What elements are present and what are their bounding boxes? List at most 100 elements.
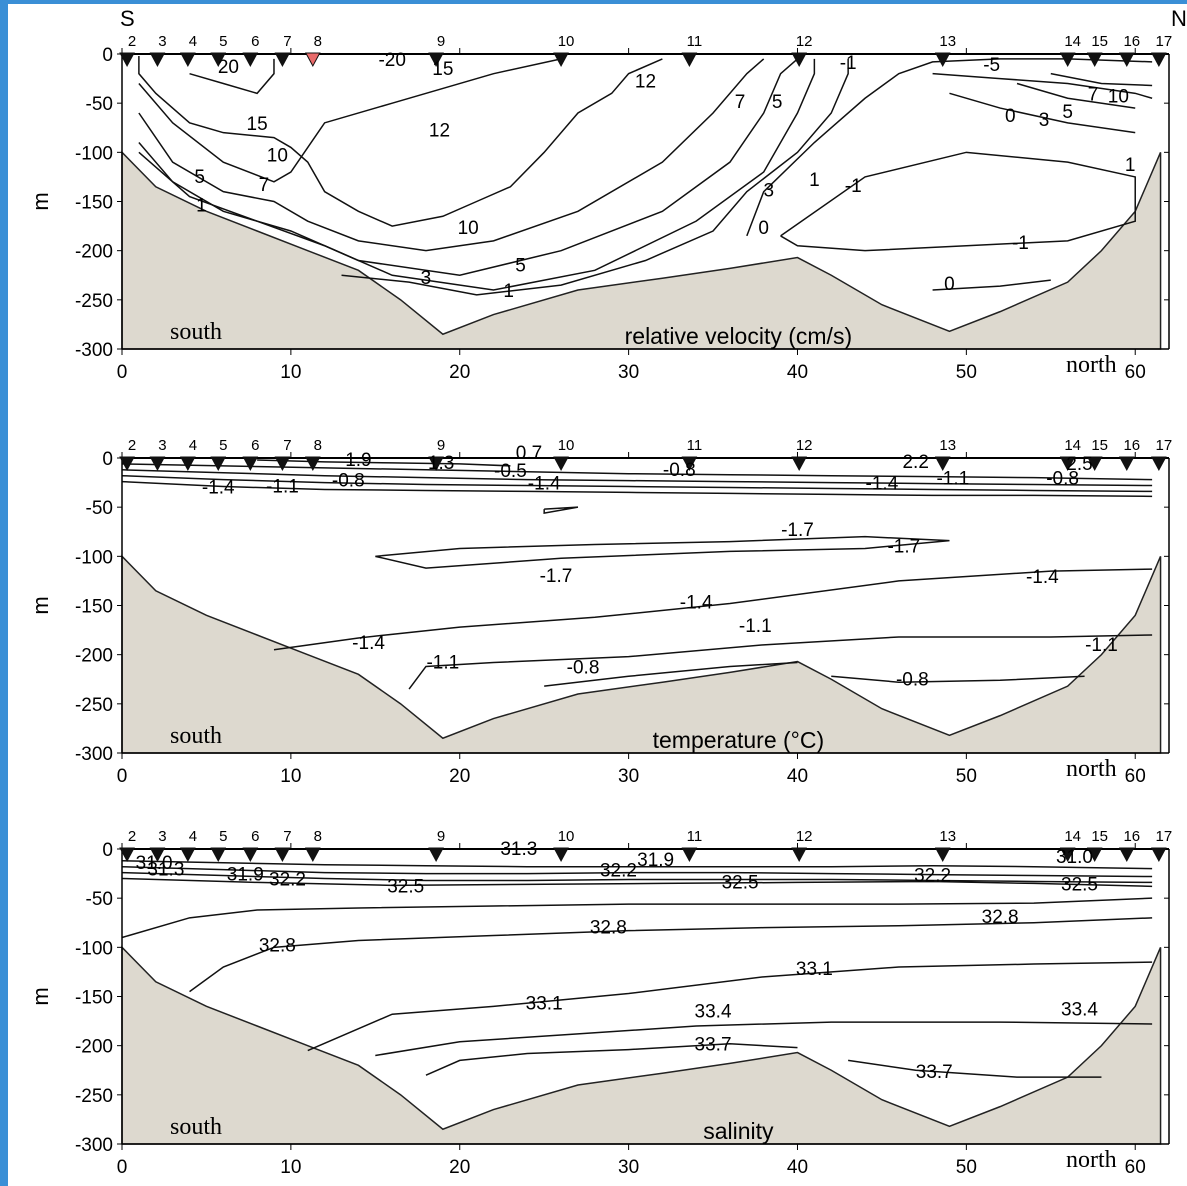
temperature-station-label: 3	[158, 437, 166, 454]
salinity-contour-label: 31.0	[1056, 847, 1093, 868]
velocity-contour-label: 0	[758, 218, 769, 239]
velocity-station-marker	[553, 52, 569, 68]
salinity-y-tick-label: -200	[75, 1037, 113, 1058]
velocity-station-label: 8	[314, 33, 322, 50]
temperature-north-label: north	[1066, 756, 1117, 782]
temperature-contour-line	[831, 675, 1085, 683]
temperature-contour-line	[375, 535, 950, 569]
velocity-contour-label: 10	[267, 145, 288, 166]
salinity-contour-label: 33.7	[695, 1035, 732, 1056]
temperature-station-marker	[119, 456, 135, 472]
temperature-station-label: 13	[939, 437, 956, 454]
south-compass-label: S	[120, 6, 135, 31]
velocity-contour-label: 1	[196, 195, 207, 216]
salinity-y-tick-label: -300	[75, 1135, 113, 1156]
salinity-title: salinity	[703, 1118, 774, 1144]
salinity-contour-line	[121, 877, 1153, 888]
velocity-contour-label: 10	[458, 218, 479, 239]
velocity-title: relative velocity (cm/s)	[625, 323, 852, 349]
salinity-contour-label: 33.4	[695, 1001, 732, 1022]
velocity-y-tick-label: -150	[75, 193, 113, 214]
temperature-station-marker	[210, 456, 227, 472]
temperature-station-marker	[1086, 456, 1103, 472]
temperature-station-label: 17	[1156, 437, 1173, 454]
velocity-station-marker	[791, 52, 808, 68]
temperature-contour-label: -1.7	[540, 566, 573, 587]
temperature-y-tick-label: -50	[86, 498, 113, 519]
velocity-contour-line	[932, 279, 1051, 291]
velocity-station-label: 7	[283, 33, 291, 50]
salinity-contour-label: 33.1	[526, 993, 563, 1014]
velocity-contour-line	[341, 58, 849, 296]
velocity-contour-label: 0	[1005, 106, 1016, 127]
salinity-y-tick-label: 0	[102, 840, 113, 861]
temperature-contour-label: -1.4	[528, 474, 561, 495]
temperature-station-label: 8	[314, 437, 322, 454]
velocity-contour-label: 20	[218, 57, 239, 78]
temperature-y-axis-label: m	[28, 596, 53, 614]
velocity-seafloor	[121, 150, 1162, 350]
velocity-contour-line	[1050, 72, 1153, 87]
salinity-contour-label: 32.5	[387, 876, 424, 897]
salinity-contour-label: 33.4	[1061, 999, 1098, 1020]
velocity-station-label: 15	[1091, 33, 1108, 50]
velocity-contour-label: 1	[1125, 155, 1136, 176]
velocity-x-tick-label: 60	[1125, 362, 1146, 383]
velocity-contour-label: -1	[845, 176, 862, 197]
salinity-y-tick-label: -150	[75, 988, 113, 1009]
temperature-station-label: 15	[1091, 437, 1108, 454]
velocity-station-label: 16	[1123, 33, 1140, 50]
salinity-contour-label: 33.7	[916, 1062, 953, 1083]
velocity-station-label: 10	[558, 33, 575, 50]
salinity-x-tick-label: 20	[449, 1157, 470, 1178]
velocity-station-label: 11	[687, 33, 703, 50]
salinity-station-marker	[681, 847, 698, 863]
salinity-x-tick-label: 10	[280, 1157, 301, 1178]
velocity-contour-label: 10	[1108, 86, 1129, 107]
temperature-x-tick-label: 10	[280, 766, 301, 787]
velocity-contour-label: 7	[1088, 84, 1099, 105]
velocity-x-tick-label: 40	[787, 362, 808, 383]
salinity-contour-label: 32.5	[722, 872, 759, 893]
salinity-seafloor	[121, 945, 1162, 1145]
salinity-contour-label: 31.9	[637, 850, 674, 871]
salinity-contour-line	[121, 897, 1153, 939]
velocity-contour-label: 5	[1062, 102, 1073, 123]
salinity-station-marker	[119, 847, 135, 863]
salinity-contour-line	[189, 917, 1153, 993]
velocity-contour-line	[746, 58, 1153, 237]
temperature-station-label: 12	[796, 437, 813, 454]
velocity-x-tick-label: 50	[956, 362, 977, 383]
velocity-contour-line	[189, 58, 275, 95]
temperature-contour-label: -1.1	[266, 477, 299, 498]
salinity-contour-label: 31.9	[227, 865, 264, 886]
temperature-contour-label: -1.4	[1026, 567, 1059, 588]
temperature-contour-line	[273, 568, 1153, 651]
temperature-x-tick-label: 40	[787, 766, 808, 787]
temperature-contour-label: 1.9	[345, 450, 371, 471]
velocity-station-marker	[1151, 52, 1167, 68]
temperature-station-marker	[791, 456, 808, 472]
salinity-contour-label: 31.0	[136, 853, 173, 874]
temperature-station-marker	[1151, 456, 1167, 472]
salinity-contour-label: 32.5	[1061, 874, 1098, 895]
velocity-y-tick-label: -50	[86, 94, 113, 115]
salinity-station-label: 12	[796, 828, 813, 845]
velocity-contour-label: 3	[421, 268, 432, 289]
velocity-station-marker	[1086, 52, 1103, 68]
salinity-station-label: 5	[219, 828, 227, 845]
velocity-station-marker	[119, 52, 135, 68]
velocity-contour-line	[780, 151, 1136, 252]
temperature-title: temperature (°C)	[653, 727, 825, 753]
temperature-contour-label: 0.7	[516, 443, 542, 464]
temperature-contour-label: -1.4	[352, 633, 385, 654]
temperature-station-label: 11	[687, 437, 703, 454]
velocity-contour-label: -20	[378, 50, 405, 71]
temperature-station-marker	[149, 456, 166, 472]
velocity-station-marker	[304, 52, 321, 68]
velocity-contour-label: 15	[247, 114, 268, 135]
temperature-y-tick-label: -300	[75, 744, 113, 765]
salinity-station-marker	[274, 847, 291, 863]
